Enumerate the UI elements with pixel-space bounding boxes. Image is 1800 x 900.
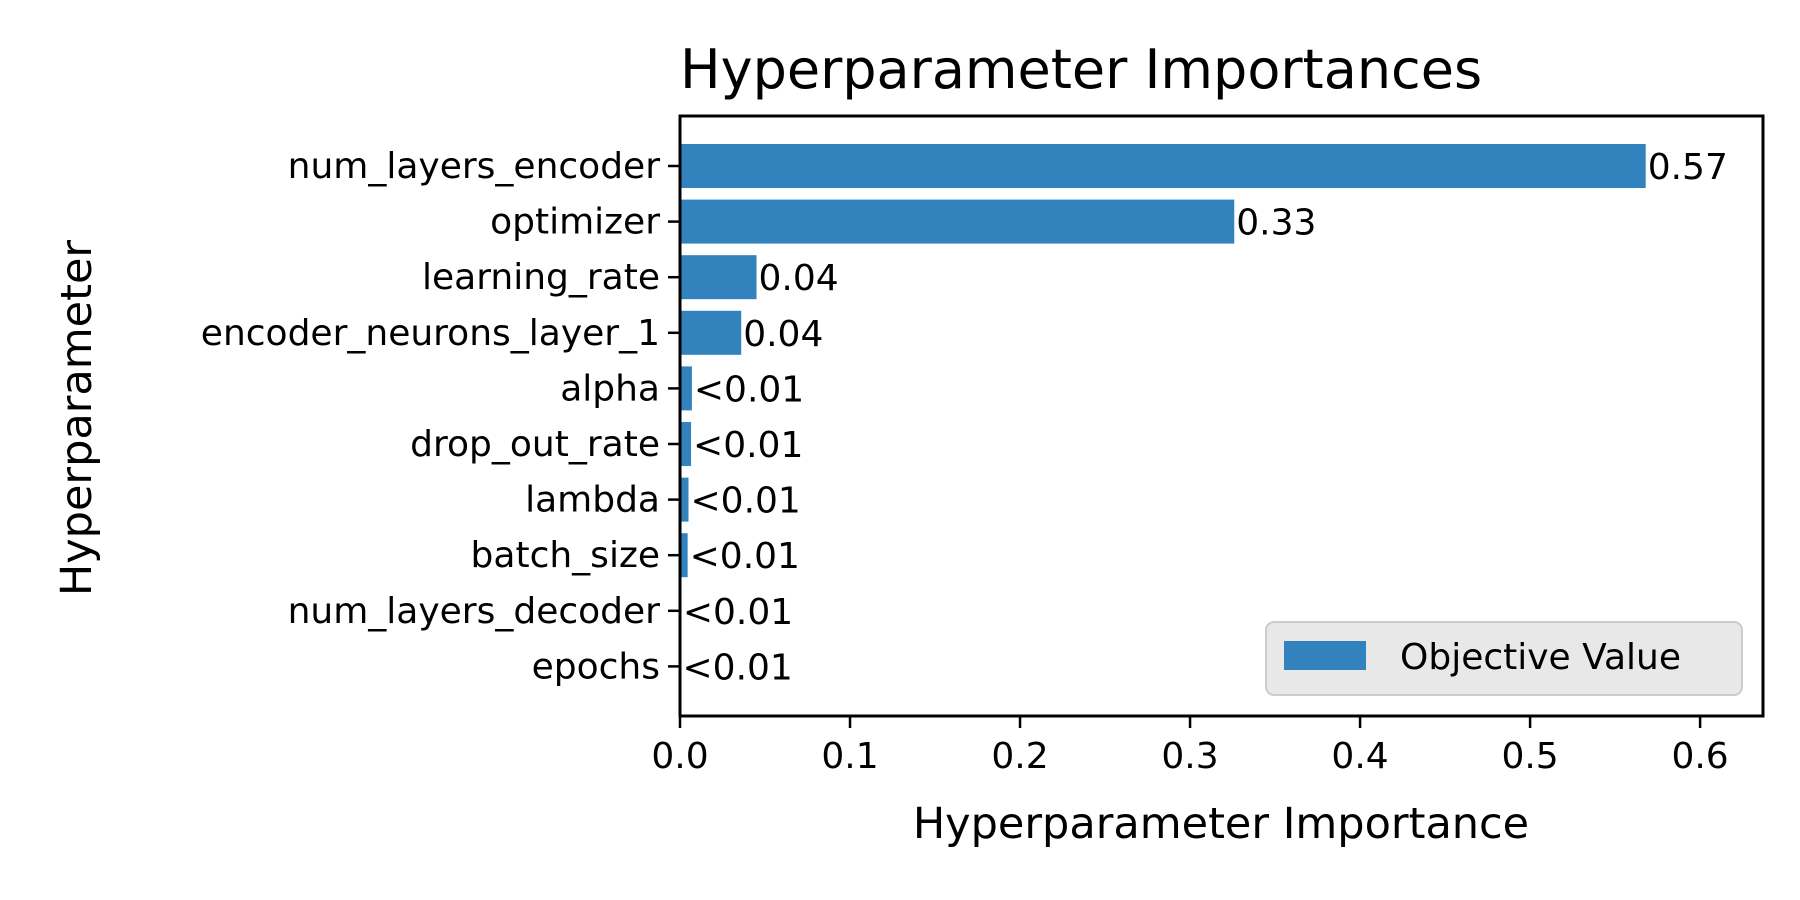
y-tick-label: epochs <box>532 646 660 687</box>
bar <box>680 199 1235 244</box>
x-tick-label: 0.6 <box>1671 736 1728 777</box>
legend: Objective Value <box>1265 621 1743 696</box>
y-axis-label: Hyperparameter <box>52 240 102 597</box>
bar <box>680 144 1646 188</box>
bar <box>680 310 742 355</box>
x-tick-label: 0.4 <box>1331 736 1388 777</box>
bar <box>680 255 757 300</box>
x-tick-label: 0.3 <box>1161 736 1218 777</box>
data-label: <0.01 <box>683 592 793 633</box>
legend-box <box>1265 621 1743 696</box>
data-label: 0.04 <box>743 314 823 355</box>
y-tick-label: alpha <box>560 368 660 409</box>
data-label: 0.57 <box>1648 147 1728 188</box>
x-tick-label: 0.2 <box>991 736 1048 777</box>
x-tick-label: 0.0 <box>651 736 708 777</box>
data-label: <0.01 <box>693 425 803 466</box>
y-tick-label: encoder_neurons_layer_1 <box>201 313 660 354</box>
y-tick-label: learning_rate <box>422 257 660 298</box>
legend-label: Objective Value <box>1400 637 1681 678</box>
y-tick-label: drop_out_rate <box>410 424 660 465</box>
x-tick-label: 0.1 <box>821 736 878 777</box>
x-tick-label: 0.5 <box>1501 736 1558 777</box>
y-tick-label: lambda <box>525 480 660 521</box>
plot-area: 0.57 num_layers_encoder 0.33 optimizer 0.04 l… <box>201 114 1765 777</box>
y-tick-label: num_layers_decoder <box>288 591 661 632</box>
data-label: <0.01 <box>690 536 800 577</box>
x-axis-label: Hyperparameter Importance <box>913 799 1529 849</box>
chart-title: Hyperparameter Importances <box>680 38 1482 101</box>
data-label: <0.01 <box>683 647 793 688</box>
bar <box>680 533 688 578</box>
data-label: <0.01 <box>694 369 804 410</box>
y-tick-label: num_layers_encoder <box>288 146 661 187</box>
legend-swatch <box>1284 641 1366 670</box>
bar <box>680 366 692 411</box>
data-label: <0.01 <box>691 481 801 522</box>
data-label: 0.33 <box>1236 203 1316 244</box>
y-tick-label: optimizer <box>490 202 660 243</box>
bar <box>680 477 689 522</box>
data-label: 0.04 <box>759 258 839 299</box>
y-tick-label: batch_size <box>471 535 660 576</box>
plot-frame <box>678 114 1765 718</box>
bar <box>680 422 692 466</box>
